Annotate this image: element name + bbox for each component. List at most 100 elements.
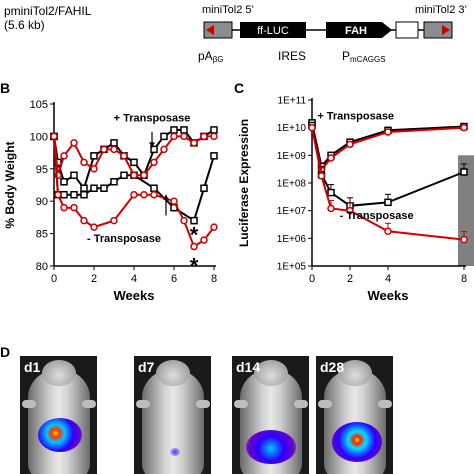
data-point [190,216,198,225]
data-point [346,206,354,215]
x-tick-label: 6 [171,273,177,285]
annotation-label: - Transposase [340,210,414,222]
data-point [130,190,138,199]
tol2-5-end-label: miniTol2 5’ [202,4,254,16]
data-point [170,132,178,141]
data-point [90,165,98,173]
y-tick-label: 80 [36,261,48,273]
x-tick-label: 8 [211,273,217,285]
construct-size: (5.6 kb) [4,18,45,32]
series-line [311,125,465,207]
data-point [140,171,148,180]
data-point [130,171,138,180]
data-point [150,158,158,167]
y-tick-label: 105 [30,99,48,111]
data-point [110,139,118,147]
construct-name: pminiTol2/FAHIL [4,4,92,18]
y-tick-label: 1E+09 [277,151,307,162]
x-tick-label: 0 [309,273,315,285]
data-point [60,203,68,212]
x-tick-label: 0 [51,273,57,285]
data-point [120,171,128,180]
y-tick-label: 1E+11 [278,96,307,107]
pa-label: pAβG [198,49,224,64]
data-point [70,139,78,147]
ires-label: IRES [278,49,306,63]
y-tick-label: 85 [36,229,48,241]
data-point [110,145,118,154]
arrow-head-icon [163,194,169,200]
y-tick-label: 1E+05 [277,262,307,273]
data-point [140,190,148,199]
data-point [110,178,118,186]
y-tick-label: 1E+06 [277,234,307,245]
data-point [170,197,178,205]
y-axis-label: % Body Weight [3,141,17,228]
data-point [110,216,118,225]
mouse-image-d1: d1 [20,356,97,474]
y-axis-label: Luciferase Expression [237,119,251,247]
significance-asterisk: * [190,253,199,278]
x-tick-label: 8 [461,273,467,285]
data-point [90,184,98,192]
mouse-image-d14: d14 [232,356,309,474]
data-point [180,216,188,225]
y-tick-label: 95 [36,164,48,176]
data-point [346,140,354,149]
data-point [100,145,108,154]
panel-b-letter: B [0,80,11,96]
data-point [308,123,316,132]
x-tick-label: 2 [91,273,97,285]
series-line [53,135,214,177]
data-point [70,203,78,212]
mouse-image-d28: d28 [316,356,393,474]
y-tick-label: 100 [30,131,48,143]
tol2-3-arrow-icon [442,25,450,35]
data-point [70,190,78,199]
luc-label: ff-LUC [257,25,289,37]
data-point [100,184,108,192]
data-point [384,128,392,136]
data-point [150,190,158,199]
x-tick-label: 4 [131,273,137,285]
data-point [150,145,158,154]
x-tick-label: 2 [347,273,353,285]
x-tick-label: 4 [385,273,391,285]
data-point [180,126,188,134]
arrow-head-icon [149,142,155,148]
mouse-image-d7: d7 [134,356,211,474]
data-point [317,172,326,180]
data-point [60,190,68,199]
annotation-label: + Transposase [114,112,191,124]
panel-b-body-weight-chart: 80 85 90 95 100 105 0 2 4 6 8 Weeks % Body Weight + T… [3,99,218,303]
y-tick-label: 1E+10 [277,123,307,134]
data-point [200,184,208,192]
data-point [50,132,58,141]
data-point [60,152,68,160]
data-point [80,216,88,225]
data-point [70,171,78,180]
fah-label: FAH [345,25,367,37]
data-point [120,152,128,160]
y-tick-label: 90 [36,196,48,208]
data-point [170,126,178,134]
data-point [460,168,468,176]
data-point [460,123,468,132]
significance-asterisk: * [190,222,199,247]
panel-d-letter: D [0,344,11,360]
data-point [210,126,218,134]
data-point [150,184,158,192]
data-point [210,223,218,231]
data-point [80,158,88,167]
y-tick-label: 1E+07 [277,206,307,217]
data-point [200,236,208,244]
panel-c-luciferase-chart: 1E+05 1E+06 1E+07 1E+08 1E+09 1E+10 1E+11 0 2 4 8 W… [237,96,474,303]
data-point [90,223,98,231]
data-point [327,154,335,162]
data-point [90,152,98,160]
data-point [180,132,188,141]
data-point [190,242,198,251]
x-axis-label: Weeks [114,288,155,303]
tol2-5-arrow-icon [206,25,214,35]
tol2-3-end-box [423,21,453,39]
